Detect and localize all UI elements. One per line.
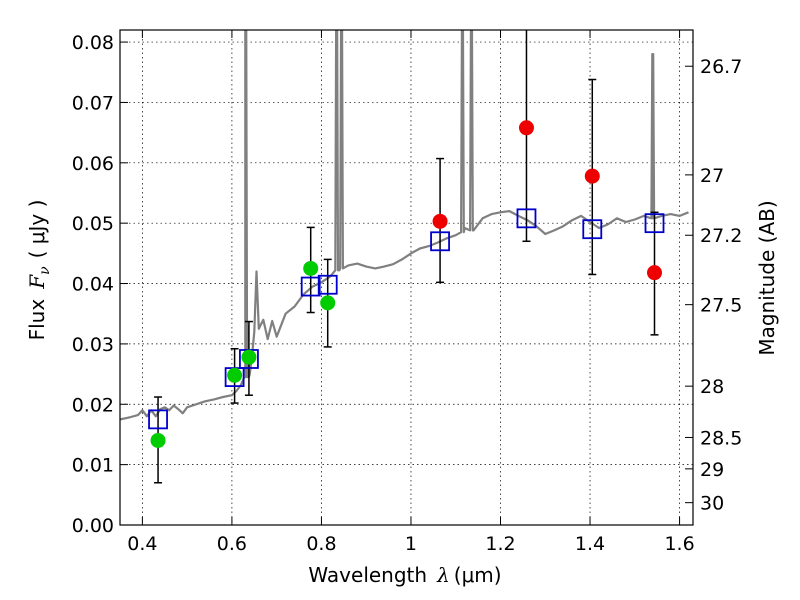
x-tick-label: 1	[405, 533, 417, 555]
y-tick-label: 0.02	[72, 394, 114, 416]
model-photometry-square	[516, 208, 537, 229]
x-tick-label: 1.6	[664, 533, 694, 555]
y-tick-label: 0.04	[72, 274, 114, 296]
y2-tick-label: 26.7	[700, 56, 742, 78]
nir-data-point	[518, 120, 534, 136]
x-tick-label: 0.6	[217, 533, 247, 555]
y-tick-label: 0.00	[72, 515, 114, 537]
y2-tick-label: 27.2	[700, 225, 742, 247]
y2-tick-label: 27.5	[700, 295, 742, 317]
nir-data-point	[584, 168, 600, 184]
x-tick-label: 1.2	[485, 533, 515, 555]
x-axis-label: Wavelength λ (μm)	[308, 563, 501, 587]
plot-frame	[119, 29, 694, 526]
y-tick-label: 0.06	[72, 153, 114, 175]
y-tick-label: 0.07	[72, 92, 114, 114]
y2-tick-label: 28.5	[700, 427, 742, 449]
optical-data-point	[150, 432, 166, 448]
model-photometry-square	[582, 219, 603, 240]
optical-data-point	[241, 349, 257, 365]
model-photometry-square	[644, 213, 665, 234]
y-tick-label: 0.08	[72, 32, 114, 54]
y-axis-label: FluxFν( μJy )	[25, 200, 53, 341]
x-tick-label: 1.4	[575, 533, 605, 555]
x-tick-label: 0.4	[127, 533, 157, 555]
grid	[120, 30, 693, 525]
y2-tick-label: 29	[700, 459, 724, 481]
x-tick-label: 0.8	[306, 533, 336, 555]
y2-tick-label: 30	[700, 493, 724, 515]
model-spectrum-line	[120, 30, 689, 421]
model-photometry-square	[148, 409, 168, 430]
y-tick-label: 0.05	[72, 213, 114, 235]
y2-axis-label: Magnitude (AB)	[755, 200, 779, 355]
nir-data-point	[432, 213, 448, 229]
model-photometry-square	[300, 276, 321, 297]
optical-data-point	[303, 260, 319, 276]
data-layer	[120, 30, 689, 484]
optical-data-point	[320, 295, 336, 311]
model-photometry-square	[430, 231, 450, 252]
optical-data-point	[227, 367, 243, 383]
nir-data-point	[647, 265, 663, 281]
y2-tick-label: 27	[700, 165, 724, 187]
model-photometry-square	[317, 274, 338, 295]
y-tick-label: 0.03	[72, 334, 114, 356]
y-tick-label: 0.01	[72, 455, 114, 477]
y2-tick-label: 28	[700, 376, 724, 398]
axes: 0.4 0.6 0.8 1 1.2 1.4 1.6 0.00 0.01 0.02 0.03 0.04 0…	[72, 30, 742, 555]
